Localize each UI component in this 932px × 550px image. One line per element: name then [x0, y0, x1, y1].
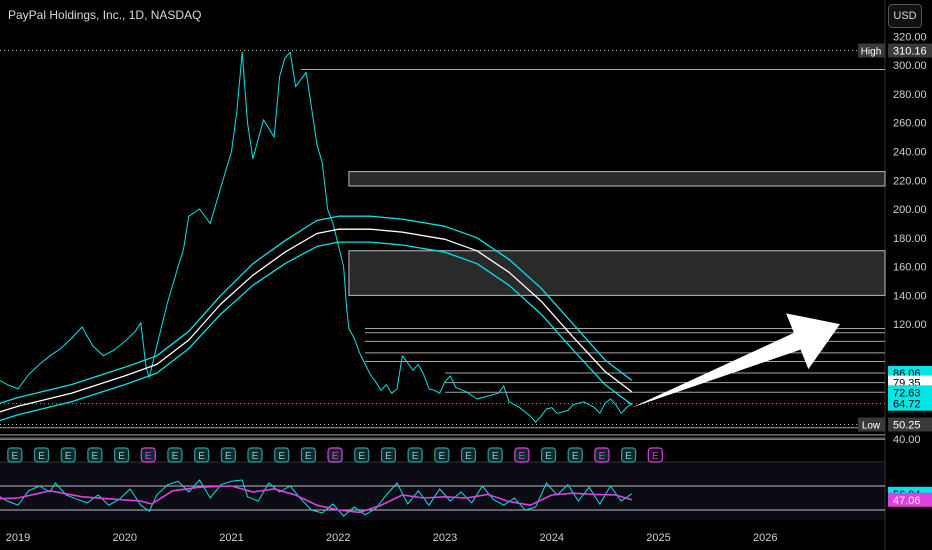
earnings-marker	[621, 447, 637, 463]
earnings-marker	[87, 447, 103, 463]
x-tick-label: 2023	[433, 532, 457, 544]
price-label: 64.72	[893, 399, 921, 411]
earnings-marker-label: E	[652, 451, 659, 462]
earnings-marker	[407, 447, 423, 463]
y-tick-label: 180.00	[893, 233, 927, 245]
earnings-marker	[194, 447, 210, 463]
earnings-marker-label: E	[465, 451, 472, 462]
earnings-marker-label: E	[332, 451, 339, 462]
y-tick-label: 120.00	[893, 319, 927, 331]
earnings-marker	[274, 447, 290, 463]
earnings-marker	[567, 447, 583, 463]
x-tick-label: 2026	[753, 532, 777, 544]
earnings-marker-label: E	[172, 451, 179, 462]
earnings-marker-label: E	[11, 451, 18, 462]
earnings-marker	[300, 447, 316, 463]
earnings-marker	[7, 447, 23, 463]
earnings-marker-label: E	[625, 451, 632, 462]
y-tick-label: 160.00	[893, 262, 927, 274]
signal-line	[0, 485, 633, 514]
earnings-marker	[514, 447, 530, 463]
moving-average-lower-line	[0, 241, 633, 422]
earnings-marker-label: E	[118, 451, 125, 462]
earnings-marker	[60, 447, 76, 463]
moving-average-upper-line	[0, 215, 633, 404]
moving-average-line	[0, 228, 633, 413]
currency-button[interactable]: USD	[888, 4, 922, 28]
earnings-marker	[327, 447, 343, 463]
earnings-marker	[594, 447, 610, 463]
projection-arrow	[631, 313, 840, 408]
y-tick-label: 200.00	[893, 204, 927, 216]
y-tick-label: 280.00	[893, 89, 927, 101]
price-label: 72.63	[893, 387, 921, 399]
low-value: 50.25	[893, 419, 921, 431]
earnings-marker-label: E	[358, 451, 365, 462]
oscillator-pane	[0, 462, 885, 520]
low-tag	[858, 417, 885, 432]
earnings-marker-label: E	[65, 451, 72, 462]
oscillator-value-label-tag	[888, 492, 932, 507]
high-value-tag	[888, 43, 932, 58]
earnings-marker-label: E	[198, 451, 205, 462]
y-tick-label: 260.00	[893, 118, 927, 130]
supply-zone	[348, 250, 886, 296]
high-tag	[858, 43, 885, 58]
earnings-marker-label: E	[519, 451, 526, 462]
earnings-marker	[220, 447, 236, 463]
earnings-marker-label: E	[278, 451, 285, 462]
earnings-marker	[113, 447, 130, 463]
y-tick-label: 240.00	[893, 146, 927, 158]
earnings-marker-label: E	[305, 451, 312, 462]
price-line	[0, 51, 633, 423]
earnings-marker-label: E	[252, 451, 259, 462]
earnings-marker	[540, 447, 557, 463]
earnings-marker-label: E	[412, 451, 419, 462]
low-label: Low	[862, 420, 881, 431]
earnings-marker	[647, 447, 663, 463]
x-tick-label: 2024	[540, 532, 564, 544]
x-tick-label: 2020	[113, 532, 137, 544]
earnings-marker-label: E	[92, 451, 99, 462]
high-label: High	[861, 47, 882, 58]
earnings-marker-label: E	[492, 451, 499, 462]
earnings-marker	[460, 447, 477, 463]
x-tick-label: 2025	[646, 532, 670, 544]
y-tick-label: 140.00	[893, 290, 927, 302]
earnings-marker	[434, 447, 450, 463]
earnings-marker-label: E	[572, 451, 579, 462]
y-tick-label: 220.00	[893, 175, 927, 187]
earnings-marker-label: E	[545, 451, 552, 462]
y-tick-label: 40.00	[893, 434, 921, 446]
price-label-tag	[888, 385, 932, 400]
x-tick-label: 2022	[326, 532, 350, 544]
x-tick-label: 2019	[6, 532, 30, 544]
earnings-marker	[33, 447, 50, 463]
earnings-marker-label: E	[225, 451, 232, 462]
earnings-marker	[247, 447, 263, 463]
supply-zone	[348, 171, 886, 187]
low-value-tag	[888, 417, 932, 432]
earnings-marker	[140, 447, 156, 463]
earnings-marker-label: E	[38, 451, 45, 462]
earnings-marker	[354, 447, 370, 463]
oscillator-value-label: 47.06	[893, 495, 921, 507]
y-tick-label: 300.00	[893, 60, 927, 72]
earnings-marker	[487, 447, 503, 463]
earnings-marker-label: E	[438, 451, 445, 462]
earnings-marker	[167, 447, 183, 463]
chart-title: PayPal Holdings, Inc., 1D, NASDAQ	[8, 8, 202, 22]
earnings-marker-label: E	[385, 451, 392, 462]
high-value: 310.16	[893, 46, 927, 58]
earnings-marker-label: E	[145, 451, 152, 462]
oscillator-line	[0, 479, 633, 517]
y-tick-label: 320.00	[893, 31, 927, 43]
earnings-marker	[380, 447, 397, 463]
price-label-tag	[888, 396, 932, 411]
earnings-marker-label: E	[599, 451, 606, 462]
x-tick-label: 2021	[219, 532, 243, 544]
